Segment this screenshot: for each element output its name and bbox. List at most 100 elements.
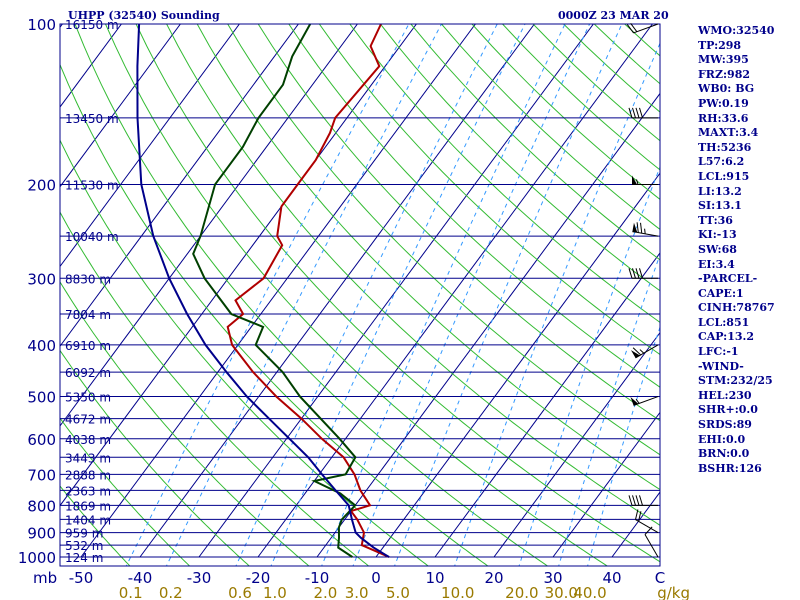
wind-barb — [634, 509, 659, 534]
height-label: 1404 m — [65, 513, 111, 527]
index-item: SRDS:89 — [698, 418, 752, 432]
wind-barb-feather — [635, 268, 640, 279]
wind-barb-feather — [635, 107, 640, 119]
dry-adiabat — [60, 280, 310, 566]
wind-barb-feather — [635, 495, 640, 506]
temperature-tick-label: 10 — [425, 569, 444, 587]
isotherm — [60, 24, 181, 188]
mixing-ratio-line — [352, 24, 591, 566]
isotherm — [80, 24, 476, 558]
height-label: 6910 m — [65, 339, 111, 353]
mixing-ratio-tick-label: 40.0 — [573, 584, 606, 600]
index-item: SHR+:0.0 — [698, 403, 758, 417]
wind-barb — [632, 222, 659, 237]
dry-adiabat — [135, 24, 660, 563]
mixing-ratio-line — [587, 325, 660, 566]
wind-barb-feather — [639, 495, 643, 506]
dry-adiabat — [60, 211, 370, 566]
temperature-tick-label: 40 — [602, 569, 621, 587]
index-item: WMO:32540 — [698, 24, 775, 37]
mixing-ratio-line — [235, 24, 498, 566]
wind-barb — [644, 526, 659, 558]
height-label: 124 m — [65, 551, 103, 565]
pressure-tick-label: 100 — [27, 16, 56, 34]
profile-line — [192, 24, 357, 558]
indices-panel: WMO:32540 TP:298 MW:395 FRZ:982 WB0: BG PW:0.… — [698, 24, 775, 476]
index-item: EI:3.4 — [698, 257, 735, 271]
pressure-tick-label: 200 — [27, 176, 56, 194]
pressure-tick-label: 900 — [27, 525, 56, 543]
isotherm — [60, 24, 299, 348]
index-item: FRZ:982 — [698, 67, 751, 81]
wind-barb — [628, 107, 658, 119]
height-label: 10040 m — [65, 230, 119, 244]
height-label: 13450 m — [65, 112, 119, 126]
index-item: L57:6.2 — [698, 155, 745, 169]
mixing-ratio-tick-label: 1.0 — [263, 584, 287, 600]
mixing-ratio-tick-label: 0.6 — [228, 584, 252, 600]
temperature-tick-label: C — [655, 569, 665, 587]
index-item: CAP:13.2 — [698, 330, 755, 344]
pressure-tick-label: 400 — [27, 337, 56, 355]
isotherm — [257, 24, 653, 558]
index-item: -PARCEL- — [698, 272, 758, 286]
index-item: TT:36 — [698, 213, 733, 227]
mixing-ratio-unit-label: g/kg — [657, 584, 690, 600]
index-item: SI:13.1 — [698, 199, 742, 213]
pressure-tick-label: 300 — [27, 270, 56, 288]
dry-adiabat — [410, 24, 660, 261]
mixing-ratio-line — [321, 24, 566, 566]
index-item: KI:-13 — [698, 228, 737, 242]
index-item: WB0: BG — [698, 82, 755, 96]
dry-adiabat — [60, 63, 489, 566]
temperature-tick-label: 0 — [371, 569, 381, 587]
wind-barb-flag — [632, 222, 638, 233]
height-label: 2888 m — [65, 468, 111, 482]
mixing-ratio-tick-label: 0.2 — [159, 584, 183, 600]
wind-barb-flag — [632, 175, 637, 185]
pressure-unit-label: mb — [33, 569, 57, 587]
wind-barb-feather — [636, 222, 639, 233]
mixing-ratio-line — [394, 24, 623, 566]
pressure-tick-label: 800 — [27, 497, 56, 515]
height-label: 8830 m — [65, 272, 111, 286]
wind-barb-feather — [632, 347, 642, 356]
wind-barb — [626, 23, 659, 34]
dry-adiabat — [60, 485, 131, 566]
index-item: BSHR:126 — [698, 461, 762, 475]
height-label: 5350 m — [65, 391, 111, 405]
wind-barb-feather — [639, 107, 643, 119]
dry-adiabat — [227, 24, 660, 456]
mixing-ratio-tick-label: 2.0 — [313, 584, 337, 600]
dry-adiabat — [380, 24, 660, 292]
wind-barb — [628, 268, 658, 279]
pressure-tick-label: 1000 — [18, 549, 56, 567]
height-label: 6092 m — [65, 366, 111, 380]
wind-barb-feather — [628, 107, 633, 119]
plot-frame — [59, 23, 661, 567]
temperature-tick-label: -30 — [187, 569, 212, 587]
index-item: TP:298 — [698, 38, 742, 52]
wind-barb-feather — [638, 511, 642, 522]
profile-line — [136, 24, 390, 558]
mixing-ratio-tick-label: 0.1 — [119, 584, 143, 600]
isotherm — [60, 24, 240, 268]
wind-barb-feather — [639, 268, 643, 279]
mixing-ratio-line — [270, 24, 526, 566]
wind-barb-shaft — [633, 396, 659, 406]
height-label: 1869 m — [65, 499, 111, 513]
isotherm — [552, 411, 660, 558]
mixing-ratio-tick-label: 30.0 — [545, 584, 578, 600]
wind-barb — [630, 396, 659, 406]
pressure-tick-label: 600 — [27, 431, 56, 449]
mixing-ratio-tick-label: 10.0 — [441, 584, 474, 600]
index-item: LCL:851 — [698, 315, 750, 329]
index-item: -WIND- — [698, 359, 744, 373]
index-item: CINH:78767 — [698, 301, 775, 315]
isotherm — [60, 24, 417, 507]
height-label: 16150 m — [65, 18, 119, 32]
mixing-ratio-line — [518, 165, 660, 566]
index-item: LI:13.2 — [698, 184, 742, 198]
index-item: STM:232/25 — [698, 374, 773, 388]
